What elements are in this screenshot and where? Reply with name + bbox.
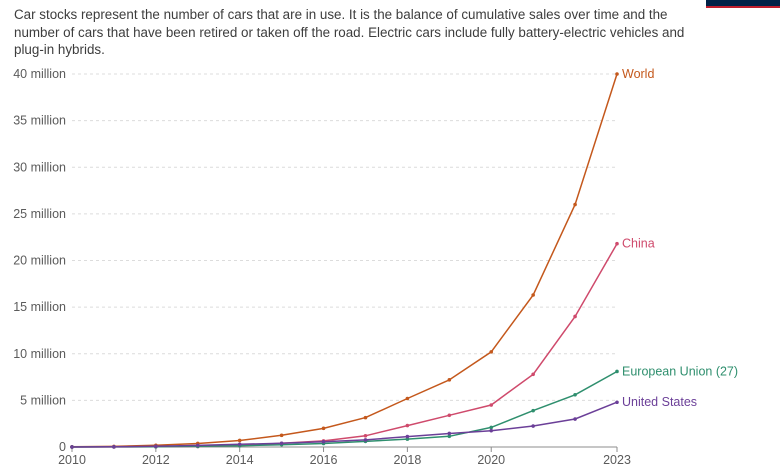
data-point-world: [489, 350, 494, 354]
y-axis-ticks: 0 5 million 10 million 15 million 20 million…: [13, 67, 66, 454]
data-point-united-states: [195, 443, 200, 448]
x-tick-label: 2010: [58, 453, 86, 467]
x-tick-label: 2016: [310, 453, 338, 467]
data-point-united-states: [70, 445, 74, 449]
data-point-united-states: [363, 438, 368, 442]
x-tick-label: 2023: [603, 453, 631, 467]
y-tick-label: 15 million: [13, 300, 66, 314]
data-point-china: [405, 423, 410, 428]
data-point-united-states: [573, 417, 577, 421]
series-lines: [71, 73, 618, 448]
data-point-china: [363, 434, 368, 438]
series-label-china: China: [622, 237, 655, 251]
data-point-world: [447, 378, 452, 382]
chart-subtitle: Car stocks represent the number of cars …: [14, 7, 685, 57]
y-tick-label: 40 million: [13, 67, 66, 81]
x-tick-label: 2020: [477, 453, 505, 467]
data-point-china: [615, 241, 619, 246]
data-point-world: [615, 72, 619, 76]
data-point-world: [531, 293, 535, 297]
data-point-united-states: [447, 431, 452, 436]
data-point-united-states: [489, 428, 494, 433]
series-points: [70, 72, 619, 449]
data-point-world: [321, 426, 326, 431]
data-point-world: [573, 202, 577, 207]
series-line-world: [71, 73, 618, 448]
x-tick-label: 2018: [393, 453, 421, 467]
data-point-united-states: [405, 434, 410, 439]
series-label-world: World: [622, 67, 654, 81]
series-label-european-union-27: European Union (27): [622, 364, 738, 378]
series-label-united-states: United States: [622, 395, 697, 409]
data-point-world: [237, 438, 242, 443]
data-point-united-states: [279, 441, 284, 446]
data-point-world: [363, 415, 368, 420]
series-line-china: [71, 243, 618, 448]
x-axis: 2010 2012 2014 2016 2018 2020 2023: [58, 446, 631, 467]
data-point-european-union-27: [615, 369, 619, 374]
y-tick-label: 10 million: [13, 347, 66, 361]
owid-logo-strip: [706, 0, 780, 8]
data-point-european-union-27: [447, 434, 452, 439]
series-labels: World China European Union (27) United Stat…: [622, 67, 738, 409]
y-tick-label: 30 million: [13, 160, 66, 174]
data-point-china: [447, 413, 452, 418]
data-point-united-states: [154, 444, 158, 449]
series-line-european-union-27: [71, 370, 618, 448]
y-tick-label: 25 million: [13, 207, 66, 221]
x-tick-label: 2014: [226, 453, 254, 467]
data-point-european-union-27: [573, 392, 577, 397]
data-point-united-states: [321, 439, 326, 444]
data-point-china: [573, 314, 577, 319]
data-point-united-states: [615, 400, 619, 405]
gridlines: [72, 73, 617, 401]
data-point-european-union-27: [405, 437, 410, 441]
data-point-united-states: [237, 442, 242, 447]
data-point-china: [531, 372, 535, 377]
x-tick-label: 2012: [142, 453, 170, 467]
data-point-world: [405, 396, 410, 401]
data-point-world: [279, 433, 284, 438]
data-point-european-union-27: [489, 425, 494, 430]
y-tick-label: 5 million: [20, 393, 66, 407]
series-line-united-states: [71, 401, 618, 448]
y-tick-label: 35 million: [13, 114, 66, 128]
data-point-united-states: [112, 445, 116, 449]
y-tick-label: 20 million: [13, 254, 66, 268]
data-point-united-states: [531, 424, 535, 428]
data-point-european-union-27: [531, 408, 535, 413]
y-tick-label: 0: [59, 440, 66, 454]
data-point-china: [489, 403, 494, 407]
